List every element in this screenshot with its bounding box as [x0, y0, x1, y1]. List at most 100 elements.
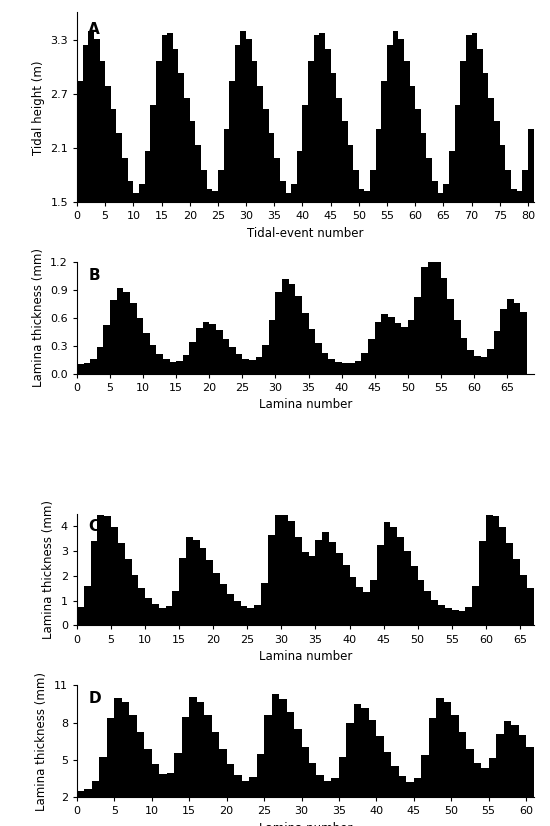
Bar: [156, 354, 163, 374]
Bar: [528, 129, 534, 202]
Bar: [88, 31, 94, 202]
Bar: [218, 170, 223, 202]
Bar: [401, 326, 408, 374]
Bar: [459, 732, 466, 797]
Bar: [203, 321, 210, 374]
Bar: [308, 61, 314, 202]
Bar: [474, 357, 481, 374]
Bar: [511, 725, 519, 797]
Bar: [449, 151, 455, 202]
Bar: [186, 537, 193, 625]
Bar: [454, 320, 461, 374]
Bar: [268, 133, 274, 202]
Bar: [128, 181, 133, 202]
Bar: [381, 82, 387, 202]
Bar: [92, 781, 100, 797]
Bar: [279, 699, 287, 797]
Bar: [332, 778, 339, 797]
Bar: [77, 607, 84, 625]
Bar: [375, 322, 381, 374]
Bar: [91, 541, 97, 625]
Bar: [90, 359, 97, 374]
Bar: [201, 170, 207, 202]
Bar: [426, 158, 432, 202]
Bar: [499, 527, 506, 625]
Bar: [376, 735, 384, 797]
Bar: [274, 515, 282, 625]
Bar: [315, 343, 322, 374]
Bar: [150, 105, 156, 202]
Bar: [261, 583, 268, 625]
Bar: [414, 777, 421, 797]
Bar: [282, 515, 288, 625]
Bar: [309, 330, 315, 374]
Bar: [370, 580, 377, 625]
Bar: [355, 361, 361, 374]
Bar: [398, 39, 404, 202]
Bar: [455, 105, 460, 202]
Bar: [309, 556, 316, 625]
Bar: [302, 312, 309, 374]
Bar: [125, 559, 131, 625]
Bar: [212, 732, 219, 797]
X-axis label: Tidal-event number: Tidal-event number: [247, 227, 364, 240]
Bar: [477, 49, 483, 202]
Bar: [137, 732, 144, 797]
Bar: [172, 591, 179, 625]
Bar: [216, 330, 223, 374]
Bar: [268, 535, 274, 625]
Text: D: D: [89, 691, 101, 706]
Bar: [314, 35, 320, 202]
Bar: [152, 604, 159, 625]
Bar: [110, 300, 117, 374]
Bar: [519, 735, 526, 797]
Bar: [193, 540, 200, 625]
Bar: [359, 189, 365, 202]
Bar: [235, 45, 240, 202]
Bar: [297, 151, 302, 202]
Text: A: A: [89, 21, 100, 37]
Bar: [331, 74, 336, 202]
Bar: [133, 192, 139, 202]
Bar: [246, 39, 252, 202]
Bar: [506, 543, 513, 625]
Bar: [118, 543, 125, 625]
Bar: [257, 753, 264, 797]
Bar: [167, 773, 174, 797]
Bar: [166, 606, 172, 625]
Text: C: C: [89, 520, 100, 534]
Bar: [451, 714, 459, 797]
Bar: [421, 133, 426, 202]
Bar: [350, 577, 356, 625]
Bar: [103, 325, 110, 374]
Bar: [336, 97, 342, 202]
Bar: [77, 790, 85, 797]
Bar: [432, 181, 438, 202]
Y-axis label: Tidal height (m): Tidal height (m): [31, 60, 45, 154]
Bar: [77, 82, 82, 202]
Bar: [200, 548, 206, 625]
Bar: [264, 714, 272, 797]
Bar: [384, 752, 391, 797]
Bar: [397, 538, 404, 625]
Bar: [220, 585, 227, 625]
Bar: [488, 97, 494, 202]
Bar: [425, 591, 431, 625]
Y-axis label: Lamina thickness (mm): Lamina thickness (mm): [35, 672, 48, 811]
Bar: [309, 763, 316, 797]
Bar: [494, 330, 501, 374]
Bar: [107, 719, 114, 797]
Bar: [104, 516, 111, 625]
Bar: [520, 576, 527, 625]
Bar: [274, 158, 280, 202]
Bar: [391, 766, 399, 797]
Bar: [100, 757, 107, 797]
Bar: [444, 702, 451, 797]
Bar: [336, 553, 343, 625]
Bar: [131, 576, 138, 625]
Bar: [481, 357, 487, 374]
Bar: [144, 749, 152, 797]
Bar: [322, 353, 328, 374]
Bar: [152, 764, 160, 797]
Bar: [466, 35, 471, 202]
